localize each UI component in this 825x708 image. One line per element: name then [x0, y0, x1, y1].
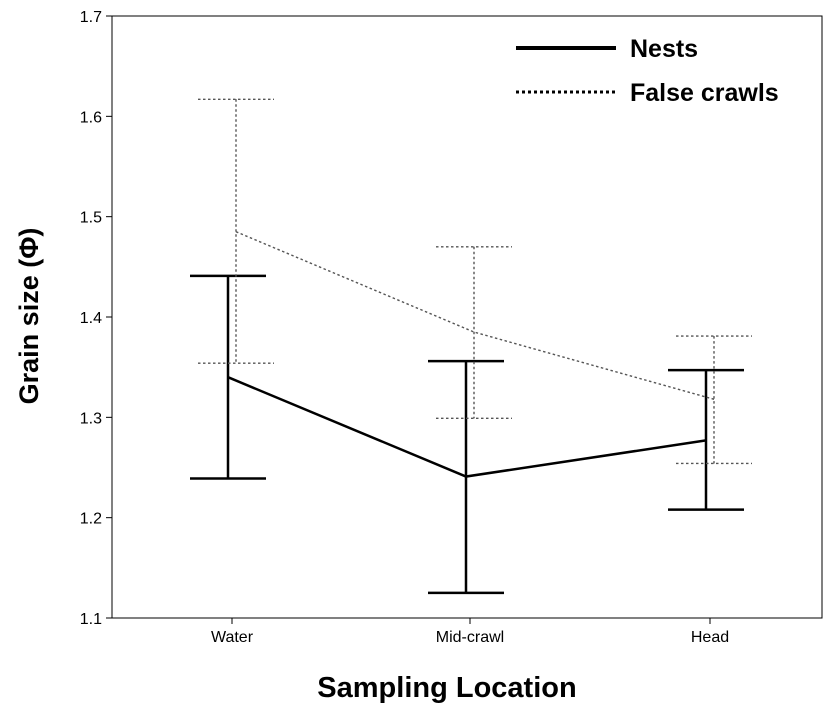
y-tick-label-1: 1.2	[80, 511, 102, 528]
y-tick-label-5: 1.6	[80, 109, 102, 126]
x-tick-label-0: Water	[211, 629, 254, 646]
series-1	[198, 98, 752, 465]
y-tick-label-3: 1.4	[80, 310, 102, 327]
error-bar-1-2	[676, 335, 752, 465]
error-bar-0-1	[428, 359, 504, 595]
legend-label-1: False crawls	[630, 79, 779, 107]
legend: Nests False crawls	[516, 35, 779, 107]
legend-label-0: Nests	[630, 35, 698, 63]
x-axis: Water Mid-crawl Head	[211, 618, 729, 646]
y-tick-label-4: 1.5	[80, 210, 102, 227]
y-tick-label-0: 1.1	[80, 611, 102, 628]
series-line-1	[235, 231, 715, 400]
error-bar-0-0	[190, 274, 266, 480]
error-bar-0-2	[668, 368, 744, 511]
y-axis-title: Grain size (Φ)	[14, 228, 44, 405]
series-0	[190, 274, 744, 595]
y-tick-label-6: 1.7	[80, 9, 102, 26]
error-bar-1-0	[198, 98, 274, 364]
error-bar-1-1	[436, 246, 512, 420]
y-tick-label-2: 1.3	[80, 410, 102, 427]
x-axis-title: Sampling Location	[317, 672, 576, 704]
y-axis: 1.1 1.2 1.3 1.4 1.5 1.6 1.7	[80, 9, 112, 628]
x-tick-label-2: Head	[691, 629, 729, 646]
x-tick-label-1: Mid-crawl	[436, 629, 504, 646]
series-layer	[190, 98, 752, 595]
